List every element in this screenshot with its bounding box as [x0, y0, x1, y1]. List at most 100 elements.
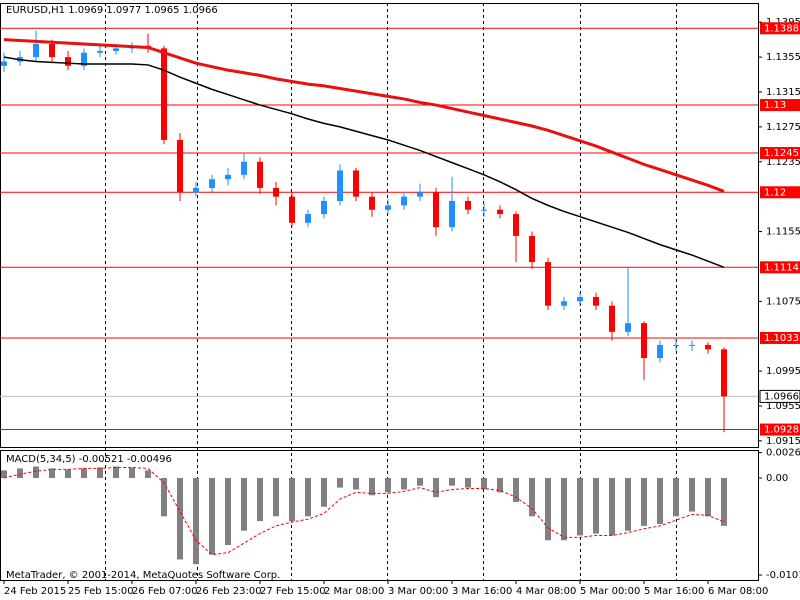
macd-bar: [1, 470, 7, 479]
day-separators: [105, 3, 677, 580]
level-label-bg: [760, 261, 800, 274]
level-label: 1.0928: [764, 425, 799, 436]
candle-body: [641, 323, 647, 359]
macd-bar: [321, 478, 327, 507]
candle-body: [1, 61, 7, 66]
candle-body: [497, 209, 503, 215]
macd-panel-frame: [0, 450, 759, 581]
x-tick-label: 25 Feb 15:00: [68, 586, 134, 597]
candle-body: [177, 139, 183, 193]
macd-bar: [97, 467, 103, 479]
macd-title: MACD(5,34,5) -0.00521 -0.00496: [6, 454, 172, 465]
candle-body: [337, 170, 343, 202]
candle-body: [433, 192, 439, 228]
candle-body: [449, 201, 455, 228]
macd-bar: [17, 468, 23, 479]
candle-body: [305, 214, 311, 223]
chart-title: EURUSD,H1 1.0969 1.0977 1.0965 1.0966: [6, 5, 218, 16]
macd-bar: [225, 478, 231, 546]
candle-body: [689, 344, 695, 346]
level-label-bg: [760, 99, 800, 112]
current-price-label: 1.0966: [764, 391, 799, 402]
x-tick-label: 26 Feb 23:00: [196, 586, 262, 597]
macd-bar: [449, 478, 455, 486]
current-price-bg: [759, 389, 800, 403]
y-tick-label: 1.1275: [766, 122, 800, 133]
macd-bar: [369, 478, 375, 496]
macd-bar: [81, 468, 87, 479]
macd-bar: [625, 478, 631, 531]
macd-bar: [401, 478, 407, 490]
candle-body: [609, 305, 615, 332]
macd-bar: [193, 478, 199, 565]
level-label: 1.1388: [764, 23, 799, 34]
y-tick-label: 1.1315: [766, 87, 800, 98]
candle-body: [209, 179, 215, 188]
level-label: 1.1114: [764, 262, 799, 273]
candle-body: [577, 296, 583, 302]
macd-bar: [689, 478, 695, 512]
candle-body: [353, 170, 359, 197]
macd-bar: [433, 478, 439, 498]
candle-body: [369, 196, 375, 210]
y-tick-label: 0.00265: [766, 448, 800, 459]
y-tick-label: -0.01013: [766, 570, 800, 581]
macd-bar: [561, 478, 567, 541]
macd-bar: [209, 478, 215, 555]
macd-bar: [721, 478, 727, 526]
macd-bar: [641, 478, 647, 526]
macd-bar: [145, 470, 151, 479]
candle-body: [385, 205, 391, 210]
y-tick-label: 1.0915: [766, 436, 800, 447]
level-label-bg: [760, 22, 800, 35]
candle-body: [721, 349, 727, 397]
candle-body: [289, 196, 295, 223]
y-tick-label: 1.0995: [766, 366, 800, 377]
candle-body: [81, 52, 87, 66]
moving-average: [3, 56, 725, 269]
macd-bar: [129, 467, 135, 479]
candle-body: [273, 187, 279, 197]
candle-body: [705, 344, 711, 350]
signal-line: [3, 466, 725, 556]
macd-bar: [273, 478, 279, 517]
candle-body: [193, 187, 199, 193]
y-tick-label: 1.0955: [766, 401, 800, 412]
macd-bar: [161, 478, 167, 517]
level-label-bg: [760, 331, 800, 344]
candle-body: [321, 201, 327, 215]
macd-bar: [305, 478, 311, 517]
candle-body: [561, 301, 567, 306]
candle-body: [657, 344, 663, 359]
y-tick-label: 1.1075: [766, 296, 800, 307]
candle-body: [465, 201, 471, 210]
x-tick-label: 2 Mar 08:00: [324, 586, 384, 597]
level-label: 1.1245: [764, 148, 799, 159]
macd-bar: [513, 478, 519, 502]
candle-body: [97, 50, 103, 53]
candle-body: [257, 161, 263, 188]
macd-bar: [673, 478, 679, 517]
macd-bar: [385, 478, 391, 493]
macd-bar: [577, 478, 583, 536]
x-tick-label: 24 Feb 2015: [4, 586, 66, 597]
x-tick-label: 6 Mar 08:00: [708, 586, 768, 597]
x-tick-label: 5 Mar 00:00: [580, 586, 640, 597]
candle-body: [401, 196, 407, 206]
macd-bar: [609, 478, 615, 536]
y-tick-label: 1.1155: [766, 227, 800, 238]
macd-bar: [353, 478, 359, 490]
macd-bar: [65, 469, 71, 479]
macd-bar: [657, 478, 663, 524]
candle-body: [673, 344, 679, 346]
y-tick-label: 0.00: [766, 473, 788, 484]
x-tick-label: 3 Mar 16:00: [452, 586, 512, 597]
macd-bar: [529, 478, 535, 517]
macd-bar: [545, 478, 551, 541]
x-tick-label: 4 Mar 08:00: [516, 586, 576, 597]
candle-body: [241, 161, 247, 175]
level-label: 1.12: [764, 187, 786, 198]
macd-bar: [113, 466, 119, 479]
